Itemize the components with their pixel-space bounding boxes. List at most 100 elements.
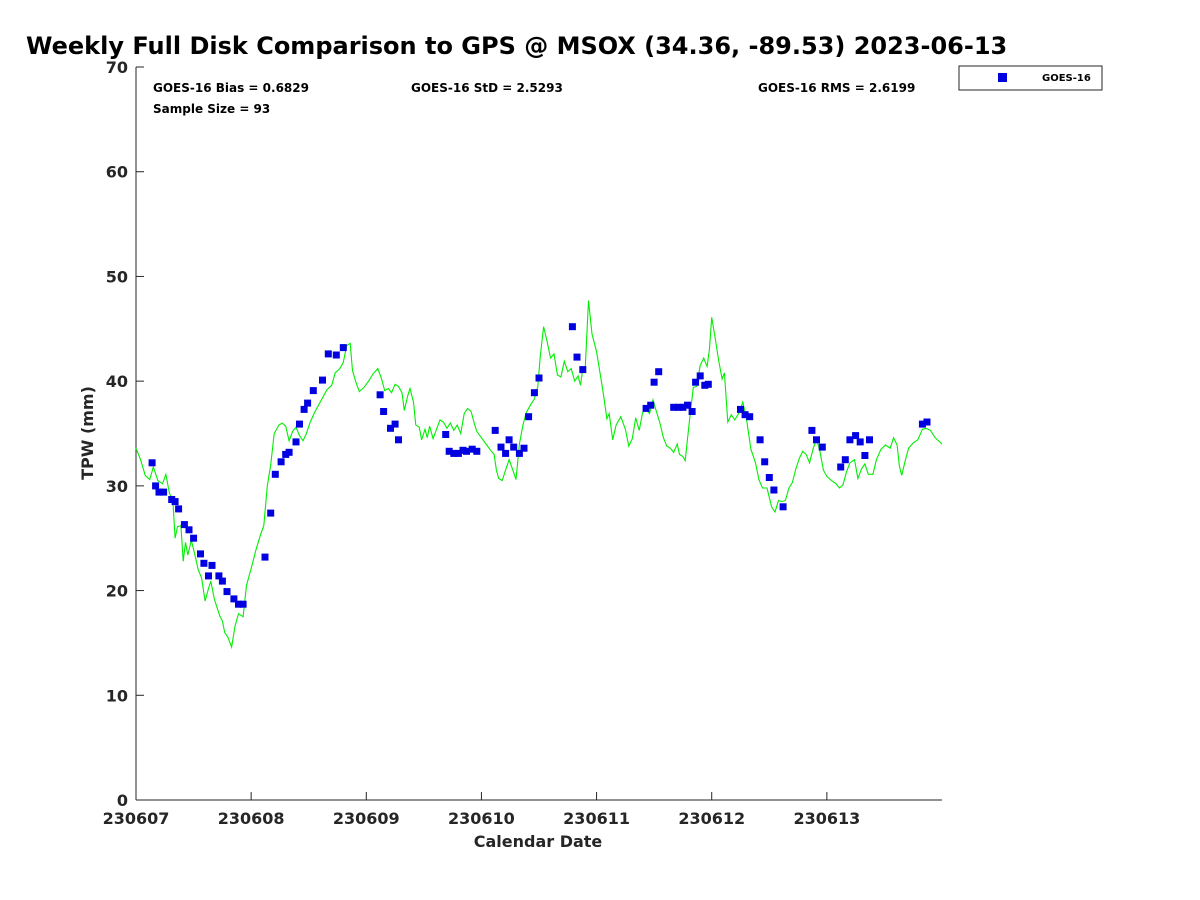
goes16-point (818, 443, 826, 451)
y-tick-label: 30 (106, 477, 128, 496)
goes16-point (285, 448, 293, 456)
goes16-point (208, 561, 216, 569)
legend-box (958, 65, 1103, 91)
goes16-point (770, 486, 778, 494)
goes16-point (223, 588, 231, 596)
goes16-point (300, 405, 308, 413)
goes16-point (813, 436, 820, 444)
goes16-point (175, 505, 183, 513)
y-axis-label: TPW (mm) (78, 386, 97, 480)
goes16-point (197, 550, 204, 558)
goes16-point (679, 403, 687, 411)
goes16-point (190, 534, 198, 542)
goes16-point (215, 572, 223, 580)
y-tick-label: 70 (106, 58, 128, 77)
y-tick-label: 40 (106, 372, 128, 391)
chart-title: Weekly Full Disk Comparison to GPS @ MSO… (26, 32, 1007, 60)
goes16-point (497, 443, 505, 451)
y-tick-label: 0 (117, 791, 128, 810)
goes16-point (923, 418, 931, 426)
goes16-point (271, 470, 279, 478)
goes16-point (218, 577, 226, 585)
x-tick-label: 230607 (103, 809, 170, 828)
goes16-point (463, 447, 470, 455)
goes16-point (292, 438, 300, 446)
x-tick-label: 230610 (448, 809, 515, 828)
goes16-point (473, 447, 481, 455)
y-tick-label: 50 (106, 267, 128, 286)
x-axis-label: Calendar Date (474, 832, 603, 851)
sample-size-stat: Sample Size = 93 (153, 102, 270, 116)
x-tick-label: 230612 (678, 809, 745, 828)
goes16-point (696, 372, 704, 380)
goes16-point (670, 403, 678, 411)
goes16-point (741, 411, 749, 419)
goes16-point (647, 401, 655, 409)
goes16-point (779, 503, 787, 511)
goes16-point (491, 426, 499, 434)
goes16-point (309, 387, 317, 395)
goes16-point (296, 420, 303, 428)
goes16-point (852, 432, 860, 440)
goes16-point (319, 376, 326, 384)
y-tick-label: 60 (106, 163, 128, 182)
goes16-point (655, 368, 663, 376)
goes16-point (304, 399, 312, 407)
rms-stat: GOES-16 RMS = 2.6199 (758, 81, 915, 95)
goes16-point (277, 458, 285, 466)
goes16-point (155, 488, 163, 496)
goes16-point (200, 559, 208, 567)
goes16-point (445, 447, 453, 455)
goes16-point (332, 351, 340, 359)
goes16-point (704, 380, 712, 388)
goes16-point (339, 344, 347, 352)
goes16-point (376, 391, 384, 399)
goes16-point (642, 404, 650, 412)
goes16-point (468, 445, 476, 453)
goes16-point (579, 366, 587, 374)
goes16-point (502, 449, 510, 457)
goes16-point (510, 443, 518, 451)
goes16-point (387, 424, 394, 432)
goes16-point (185, 526, 193, 534)
goes16-point (684, 401, 691, 409)
goes16-point (535, 374, 543, 382)
x-tick-label: 230611 (563, 809, 630, 828)
goes16-point (841, 456, 849, 464)
goes16-point (148, 459, 156, 467)
goes16-point (837, 463, 845, 471)
goes16-point (171, 498, 179, 506)
y-tick-label: 20 (106, 582, 128, 601)
axes-background (136, 67, 942, 800)
y-tick-label: 10 (106, 686, 128, 705)
goes16-point (568, 323, 576, 331)
goes16-point (688, 408, 696, 415)
legend: GOES-16 (958, 65, 1103, 91)
std-stat: GOES-16 StD = 2.5293 (411, 81, 563, 95)
goes16-point (442, 431, 450, 438)
plot-area (135, 67, 942, 801)
goes16-marker-layer (148, 323, 931, 608)
goes16-point (391, 420, 399, 428)
goes16-point (808, 426, 816, 434)
goes16-point (261, 553, 269, 561)
goes16-point (450, 449, 458, 457)
goes16-point (674, 403, 682, 411)
goes16-point (846, 436, 854, 444)
x-tick-label: 230613 (793, 809, 860, 828)
goes16-point (650, 378, 658, 386)
goes16-point (856, 438, 864, 446)
x-tick-label: 230609 (333, 809, 400, 828)
goes16-point (866, 436, 873, 444)
goes16-point (515, 449, 523, 457)
goes16-point (380, 408, 388, 415)
goes16-point (324, 350, 332, 358)
goes16-point (746, 413, 754, 421)
goes16-point (205, 572, 212, 580)
goes16-point (737, 405, 744, 413)
bias-stat: GOES-16 Bias = 0.6829 (153, 81, 309, 95)
goes16-point (239, 600, 247, 608)
goes16-point (152, 482, 160, 490)
goes16-point (765, 474, 773, 481)
